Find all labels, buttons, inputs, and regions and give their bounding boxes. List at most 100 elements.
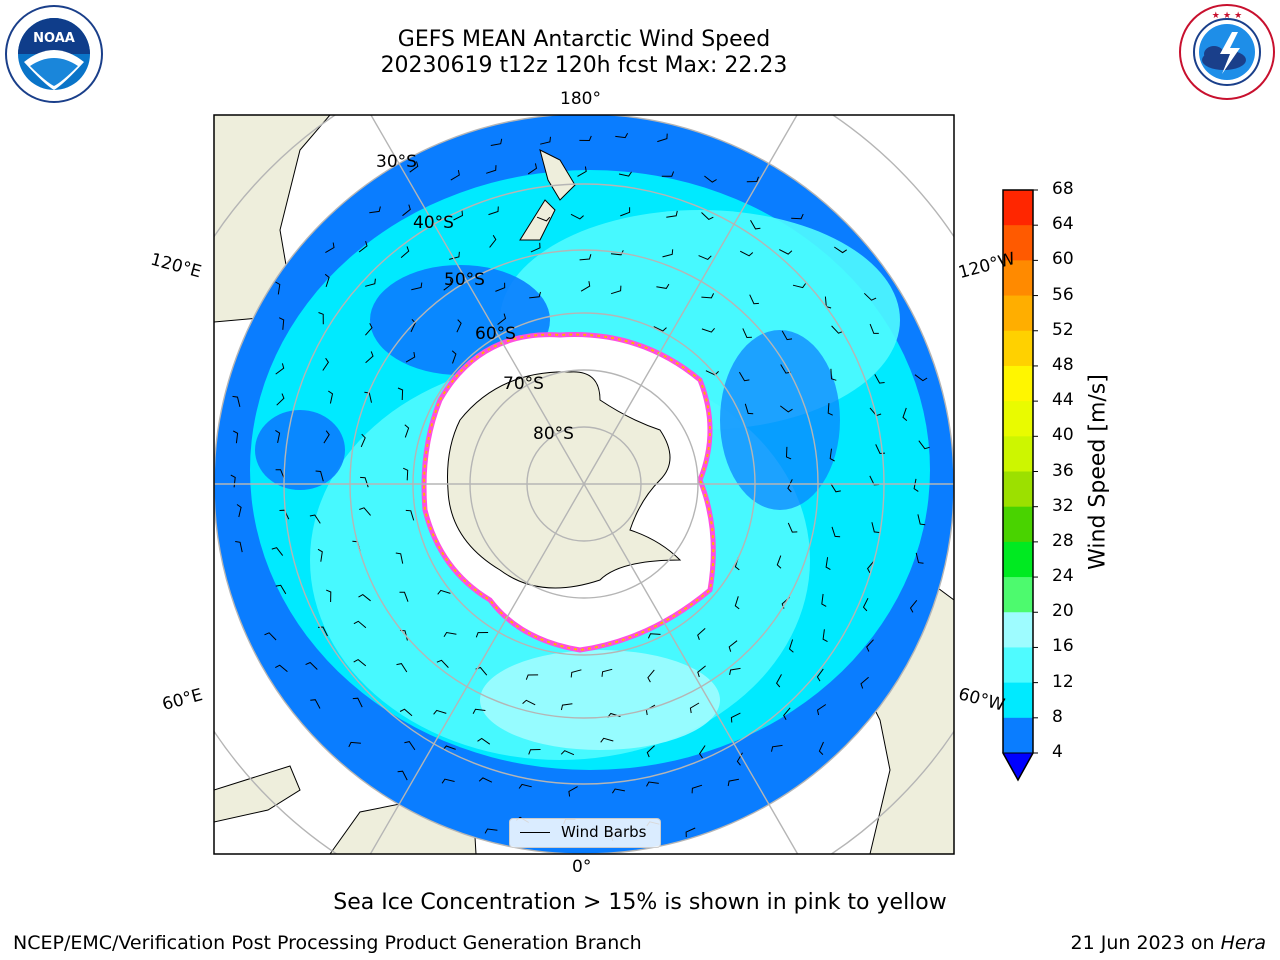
colorbar-segment bbox=[1003, 365, 1033, 402]
wind-barb bbox=[570, 213, 584, 220]
wind-barb bbox=[352, 697, 363, 708]
wind-barb bbox=[661, 171, 675, 177]
wind-barb bbox=[568, 786, 578, 797]
wind-barb bbox=[902, 407, 908, 421]
longitude-line bbox=[583, 483, 799, 854]
wind-barb bbox=[325, 242, 335, 254]
wind-barb bbox=[788, 639, 794, 653]
colorbar-segment bbox=[1003, 401, 1033, 437]
colorbar-segment bbox=[1003, 260, 1033, 297]
wind-barb bbox=[436, 659, 449, 668]
colorbar-segment bbox=[1003, 682, 1033, 719]
wind-barb bbox=[825, 557, 831, 571]
colorbar-outline bbox=[1002, 189, 1034, 782]
wind-barb bbox=[646, 781, 659, 787]
wind-barb bbox=[666, 210, 678, 218]
wind-barb bbox=[353, 658, 367, 667]
wind-barb bbox=[704, 175, 717, 183]
lat-label-50s: 50°S bbox=[444, 270, 485, 290]
wind-barb bbox=[529, 291, 541, 299]
wind-barb bbox=[348, 741, 361, 748]
wind-barb bbox=[433, 709, 447, 715]
wind-barb bbox=[276, 393, 285, 406]
colorbar-segment bbox=[1003, 612, 1033, 648]
wind-barb bbox=[915, 552, 924, 564]
wind-barb bbox=[404, 741, 416, 751]
lon-label-0: 0° bbox=[572, 857, 592, 877]
wind-barb bbox=[647, 669, 655, 683]
colorbar-tick-label: 16 bbox=[1052, 636, 1074, 657]
wind-barb bbox=[309, 514, 321, 524]
wind-barb bbox=[729, 667, 741, 675]
colorbar-tick-label: 60 bbox=[1052, 249, 1074, 270]
wind-barb bbox=[402, 204, 411, 217]
colorbar-segment bbox=[1003, 541, 1033, 578]
wind-barb bbox=[236, 504, 242, 518]
wind-barb bbox=[528, 749, 541, 755]
wind-barb bbox=[475, 632, 489, 638]
wind-barb bbox=[691, 784, 703, 794]
wind-barb bbox=[360, 433, 366, 448]
wind-barb bbox=[875, 444, 886, 455]
wind-barb bbox=[275, 281, 281, 295]
wind-barb bbox=[495, 282, 506, 292]
wind-barb bbox=[662, 249, 674, 258]
wind-barb bbox=[738, 371, 750, 382]
wind-barb bbox=[775, 674, 782, 688]
colorbar-tick-label: 32 bbox=[1052, 495, 1074, 516]
colorbar-tick-label: 48 bbox=[1052, 354, 1074, 375]
wind-barb bbox=[862, 597, 869, 612]
wind-barb bbox=[601, 668, 613, 677]
wind-barb-legend-line bbox=[520, 832, 550, 833]
noaa-logo-text: NOAA bbox=[33, 31, 75, 46]
wind-barb bbox=[560, 703, 573, 711]
wind-barb bbox=[776, 555, 782, 569]
wind-barb bbox=[522, 699, 536, 706]
wind-barb bbox=[787, 479, 793, 493]
wind-barb bbox=[275, 469, 285, 480]
wind-barb bbox=[405, 352, 416, 363]
wind-barb bbox=[486, 165, 497, 174]
wind-barb bbox=[477, 737, 491, 745]
wind-barb bbox=[497, 313, 507, 325]
wind-barb bbox=[579, 254, 592, 261]
wind-barb bbox=[831, 526, 841, 538]
footer-date: 21 Jun 2023 on Hera bbox=[1071, 932, 1266, 954]
wind-barb-legend-label: Wind Barbs bbox=[561, 823, 647, 841]
wind-barb bbox=[310, 699, 321, 709]
wind-barb bbox=[615, 132, 629, 139]
wind-barb bbox=[478, 777, 493, 783]
chart-title: GEFS MEAN Antarctic Wind Speed bbox=[397, 27, 771, 52]
graticule bbox=[214, 115, 954, 854]
wind-barb bbox=[353, 620, 367, 629]
wind-barb bbox=[364, 391, 372, 403]
colorbar-tick-label: 40 bbox=[1052, 425, 1074, 446]
wind-barb bbox=[369, 206, 381, 214]
colorbar-segment bbox=[1003, 295, 1033, 332]
wind-barb bbox=[701, 293, 715, 299]
wind-barb bbox=[822, 629, 828, 643]
wind-barb bbox=[689, 702, 700, 714]
wind-barb bbox=[779, 249, 793, 255]
colorbar-segment bbox=[1003, 190, 1033, 226]
wind-barb bbox=[328, 390, 334, 404]
wind-barb bbox=[278, 317, 285, 330]
wind-barb bbox=[579, 135, 592, 142]
wind-barb bbox=[317, 548, 323, 562]
wind-barb bbox=[918, 440, 930, 450]
longitude-line bbox=[369, 483, 585, 854]
wind-barb bbox=[275, 363, 285, 375]
colorbar-tick-label: 44 bbox=[1052, 390, 1074, 411]
wind-barb bbox=[746, 176, 759, 183]
wind-barb bbox=[530, 242, 541, 253]
colorbar-label: Wind Speed [m/s] bbox=[1085, 374, 1111, 570]
nws-logo: ★ ★ ★ bbox=[1179, 4, 1275, 100]
wind-barb bbox=[232, 395, 241, 408]
colorbar-segment bbox=[1003, 506, 1033, 543]
colorbar-tick-label: 68 bbox=[1052, 179, 1074, 199]
footer-credit: NCEP/EMC/Verification Post Processing Pr… bbox=[13, 932, 642, 954]
colorbar-tick-label: 12 bbox=[1052, 671, 1074, 692]
wind-barb bbox=[781, 330, 793, 341]
wind-barb bbox=[323, 430, 330, 444]
